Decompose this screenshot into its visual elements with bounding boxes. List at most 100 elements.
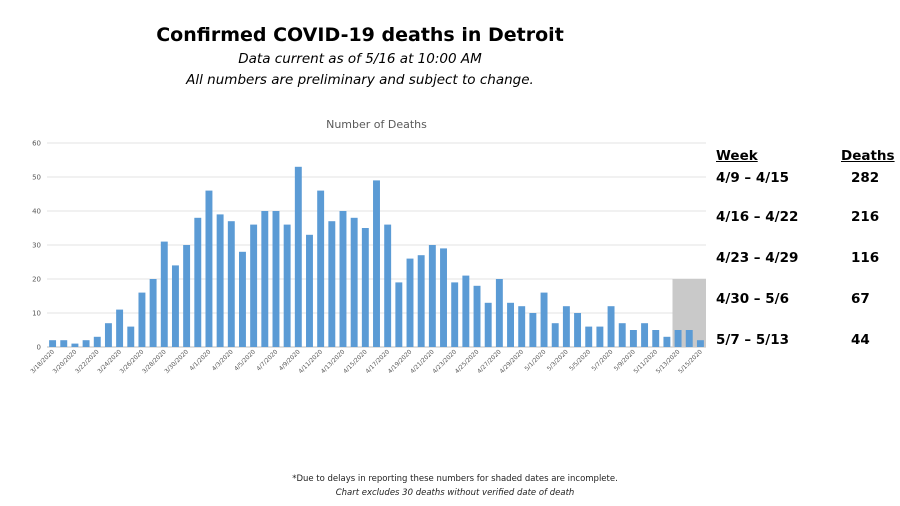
y-tick-label: 30 (32, 242, 41, 250)
bar (551, 323, 559, 347)
bar (82, 340, 90, 347)
bar (171, 265, 179, 347)
bar (160, 241, 168, 347)
bar (194, 217, 202, 347)
bar (629, 330, 637, 347)
x-tick-label: 4/5/2020 (233, 348, 257, 372)
bar (71, 343, 79, 347)
bar (451, 282, 459, 347)
bar (585, 326, 593, 347)
y-tick-label: 20 (32, 276, 41, 284)
bar (696, 340, 704, 347)
bar (93, 336, 101, 347)
bar (462, 275, 470, 347)
bar (562, 306, 570, 347)
bar (685, 330, 693, 347)
bar (406, 258, 414, 347)
week-row: 4/23 – 4/29 116 (714, 250, 900, 270)
bar (641, 323, 649, 347)
bar (339, 211, 347, 347)
bar (574, 313, 582, 347)
bar (663, 336, 671, 347)
bar (540, 292, 548, 347)
bar (250, 224, 258, 347)
y-tick-label: 0 (37, 344, 41, 352)
bar (272, 211, 280, 347)
week-column-header: Week (716, 148, 758, 164)
bar (116, 309, 124, 347)
week-row: 4/30 – 5/6 67 (714, 291, 900, 311)
y-tick-label: 50 (32, 174, 41, 182)
x-tick-label: 4/3/2020 (211, 348, 235, 372)
bar (652, 330, 660, 347)
week-range: 4/9 – 4/15 (716, 170, 789, 186)
bar (328, 221, 336, 347)
bar (361, 228, 369, 347)
bar (428, 245, 436, 347)
y-tick-label: 60 (32, 140, 41, 148)
bar (216, 214, 224, 347)
page-title: Confirmed COVID-19 deaths in Detroit (156, 24, 564, 46)
bar (317, 190, 325, 347)
bar (440, 248, 447, 347)
bar (183, 245, 191, 347)
excluded-deaths-footnote: Chart excludes 30 deaths without verifie… (335, 488, 575, 498)
week-deaths: 67 (851, 291, 870, 307)
bar (306, 234, 313, 347)
bar (373, 180, 380, 347)
week-deaths: 216 (851, 209, 880, 225)
shaded-dates-footnote: *Due to delays in reporting these number… (292, 474, 618, 484)
week-row: 5/7 – 5/13 44 (714, 332, 900, 352)
bar (395, 282, 403, 347)
data-current-subtitle: Data current as of 5/16 at 10:00 AM (238, 51, 482, 67)
x-tick-label: 5/7/2020 (590, 348, 614, 372)
bar (138, 292, 146, 347)
x-tick-label: 4/29/2020 (498, 348, 525, 375)
bar (618, 323, 626, 347)
week-deaths: 44 (851, 332, 870, 348)
bar (473, 285, 481, 347)
bar (596, 326, 604, 347)
deaths-bar-chart: Number of Deaths01020304050603/18/20203/… (29, 118, 706, 375)
y-tick-label: 10 (32, 310, 41, 318)
week-row: 4/9 – 4/15 282 (714, 170, 900, 190)
x-tick-label: 5/1/2020 (523, 348, 547, 372)
bar (261, 211, 269, 347)
deaths-column-header: Deaths (841, 148, 895, 164)
x-tick-label: 5/5/2020 (568, 348, 592, 372)
x-tick-label: 3/30/2020 (163, 348, 190, 375)
week-row: 4/16 – 4/22 216 (714, 209, 900, 229)
week-range: 5/7 – 5/13 (716, 332, 789, 348)
x-tick-label: 4/1/2020 (188, 348, 212, 372)
bar (417, 255, 425, 347)
bar (507, 302, 514, 347)
bar (104, 323, 112, 347)
chart-title: Number of Deaths (326, 118, 427, 131)
x-tick-label: 5/15/2020 (677, 348, 704, 375)
y-tick-label: 40 (32, 208, 41, 216)
week-range: 4/16 – 4/22 (716, 209, 799, 225)
x-tick-label: 5/3/2020 (546, 348, 570, 372)
bar (60, 340, 68, 347)
bar (227, 221, 235, 347)
bar (384, 224, 392, 347)
bar (484, 302, 492, 347)
bar (674, 330, 682, 347)
week-range: 4/30 – 5/6 (716, 291, 789, 307)
bar (518, 306, 526, 347)
bar (127, 326, 135, 347)
week-deaths: 116 (851, 250, 880, 266)
x-tick-label: 4/7/2020 (255, 348, 279, 372)
bar (294, 166, 302, 347)
week-deaths: 282 (851, 170, 880, 186)
bar (149, 279, 157, 347)
bar (205, 190, 213, 347)
bar (239, 251, 246, 347)
bar (529, 313, 537, 347)
bar (283, 224, 291, 347)
bar (350, 217, 358, 347)
bar (495, 279, 503, 347)
week-range: 4/23 – 4/29 (716, 250, 799, 266)
bar (49, 340, 57, 347)
bar (607, 306, 615, 347)
